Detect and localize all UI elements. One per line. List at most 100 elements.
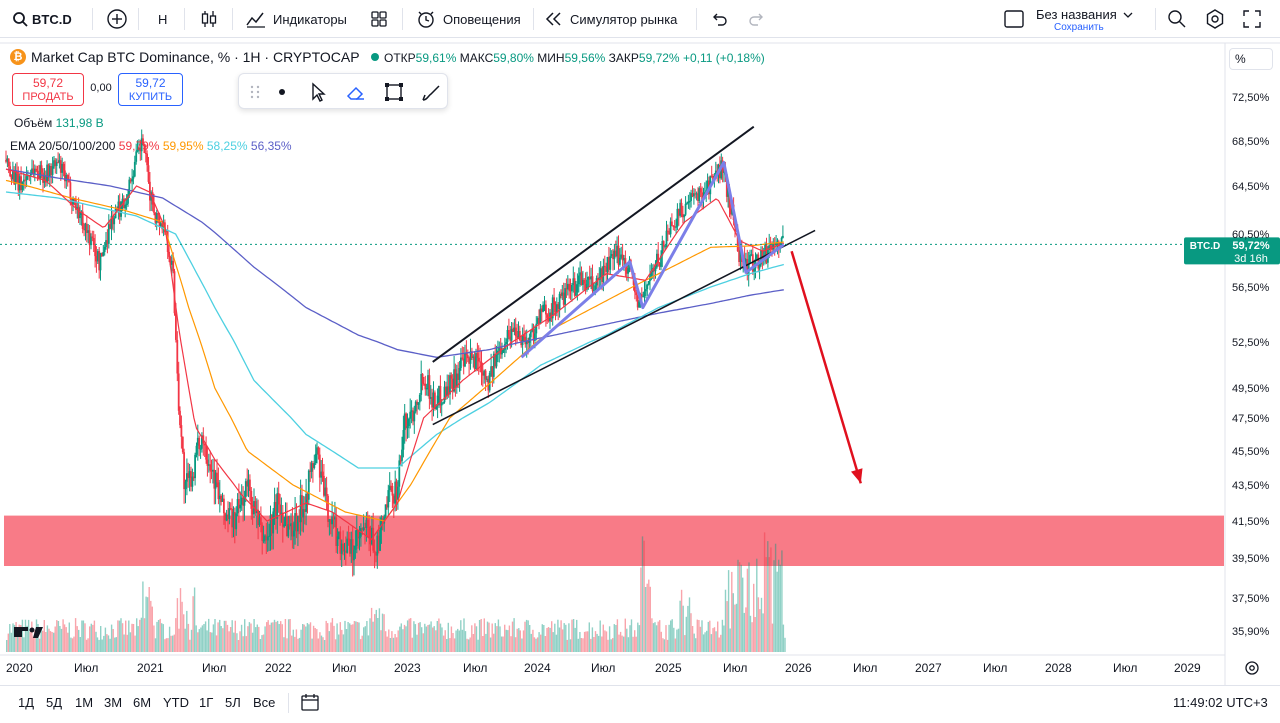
scale-unit-button[interactable]: % <box>1229 48 1273 70</box>
candle-body <box>413 411 416 422</box>
goto-date-button[interactable] <box>300 692 320 717</box>
volume-bar <box>128 620 130 652</box>
fullscreen-icon <box>1243 10 1261 28</box>
fullscreen-button[interactable] <box>1242 0 1262 38</box>
layout-button[interactable] <box>1003 0 1025 38</box>
candle-body <box>221 498 224 502</box>
candle-body <box>749 255 751 264</box>
range-all[interactable]: Все <box>253 695 276 710</box>
candle-body <box>57 162 59 164</box>
volume-bar <box>361 635 363 652</box>
candle-body <box>420 374 423 395</box>
compare-button[interactable] <box>106 0 128 38</box>
ema200-line <box>5 168 784 358</box>
candle-body <box>355 530 358 546</box>
support-zone[interactable] <box>4 515 1224 566</box>
candle-body <box>232 512 235 528</box>
volume-bar <box>115 637 117 652</box>
chart-type-button[interactable] <box>199 0 219 38</box>
volume-legend[interactable]: Объём 131,98 B <box>14 116 104 130</box>
candle-body <box>338 531 340 537</box>
candle-body <box>225 514 228 521</box>
indicators-button[interactable]: Индикаторы <box>245 0 347 38</box>
candle-body <box>690 193 692 201</box>
clock[interactable]: 11:49:02 UTC+3 <box>1173 695 1268 710</box>
candle-body <box>268 535 270 537</box>
volume-bar <box>696 619 698 652</box>
candle-body <box>69 182 72 200</box>
candle-body <box>98 251 101 271</box>
candle-body <box>206 459 209 466</box>
volume-bar <box>742 577 744 652</box>
candle-body <box>679 202 682 216</box>
replay-button[interactable]: Симулятор рынка <box>545 0 677 38</box>
buy-button[interactable]: 59,72 КУПИТЬ <box>118 73 183 106</box>
range-5y[interactable]: 5Л <box>225 695 241 710</box>
candle-body <box>373 550 376 553</box>
time-tick: Июл <box>332 661 357 675</box>
range-6m[interactable]: 6М <box>133 695 152 710</box>
range-5d[interactable]: 5Д <box>46 695 63 710</box>
volume-bar <box>543 625 545 652</box>
symbol-legend[interactable]: ₿ Market Cap BTC Dominance, % · 1H · CRY… <box>10 49 379 65</box>
candle-body <box>83 229 85 231</box>
range-1d[interactable]: 1Д <box>18 695 35 710</box>
volume-bar <box>513 618 515 652</box>
volume-bar <box>183 614 185 652</box>
volume-bar <box>358 622 360 652</box>
wave-pattern-line[interactable] <box>520 160 785 359</box>
volume-bar <box>530 633 532 652</box>
forecast-arrow[interactable] <box>790 250 862 484</box>
volume-bar <box>374 614 376 652</box>
range-1m[interactable]: 1М <box>75 695 94 710</box>
candle-body <box>269 515 272 536</box>
candle-body <box>450 375 453 379</box>
candle-body <box>682 213 684 218</box>
scale-settings-button[interactable] <box>1244 660 1260 681</box>
interval-button[interactable]: Н <box>158 11 168 27</box>
redo-button[interactable] <box>748 0 766 38</box>
candle-body <box>357 530 360 539</box>
volume-bar <box>322 637 324 652</box>
ema-legend[interactable]: EMA 20/50/100/200 59,79% 59,95% 58,25% 5… <box>10 139 292 153</box>
volume-bar <box>630 619 633 652</box>
candle-body <box>110 215 113 229</box>
time-tick: 2025 <box>655 661 682 675</box>
eraser-icon[interactable] <box>344 80 368 104</box>
volume-bar <box>283 637 285 652</box>
arrow-cursor-icon[interactable] <box>306 80 330 104</box>
layout-name-block[interactable]: Без названия Сохранить <box>1036 7 1156 33</box>
rewind-icon <box>545 12 561 26</box>
channel-lower-trendline[interactable] <box>432 229 816 426</box>
snapshot-button[interactable] <box>1166 0 1188 38</box>
sell-button[interactable]: 59,72 ПРОДАТЬ <box>12 73 84 106</box>
save-link[interactable]: Сохранить <box>1054 22 1104 33</box>
symbol-search[interactable]: BTC.D <box>12 0 72 38</box>
alerts-button[interactable]: Оповещения <box>415 0 521 38</box>
candle-body <box>547 317 550 322</box>
volume-bar <box>655 625 658 652</box>
volume-bar <box>294 636 296 652</box>
dot-cursor-icon[interactable] <box>270 80 294 104</box>
range-ytd[interactable]: YTD <box>163 695 189 710</box>
channel-upper-trendline[interactable] <box>432 125 755 363</box>
volume-bar <box>521 638 523 652</box>
candle-body <box>320 471 323 478</box>
settings-button[interactable] <box>1204 0 1226 38</box>
volume-bar <box>7 633 9 652</box>
range-3m[interactable]: 3М <box>104 695 123 710</box>
drag-handle-icon[interactable] <box>243 80 267 104</box>
volume-bar <box>190 629 193 652</box>
candle-body <box>155 213 158 223</box>
candle-body <box>95 256 98 262</box>
templates-button[interactable] <box>369 0 389 38</box>
candle-body <box>462 358 465 367</box>
candle-body <box>24 179 27 181</box>
brush-icon[interactable] <box>419 80 443 104</box>
rectangle-tool-icon[interactable] <box>382 80 406 104</box>
volume-bar <box>483 618 485 652</box>
undo-button[interactable] <box>710 0 728 38</box>
candle-body <box>227 514 229 519</box>
range-1y[interactable]: 1Г <box>199 695 214 710</box>
